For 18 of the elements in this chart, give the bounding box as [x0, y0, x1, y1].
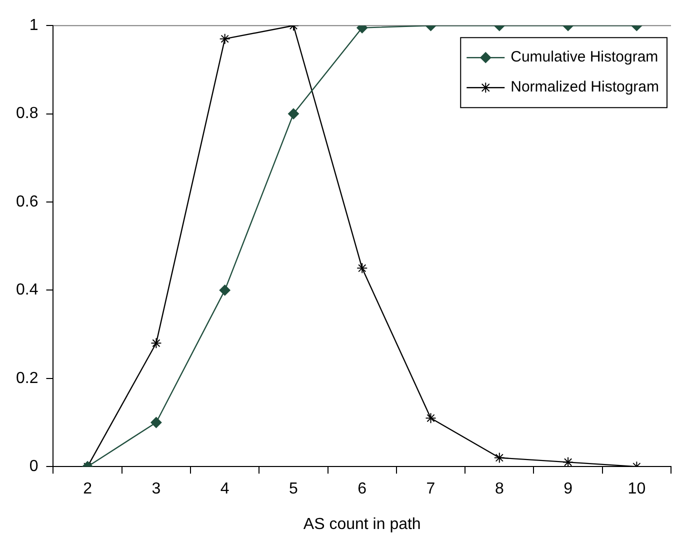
x-axis-title: AS count in path	[303, 516, 421, 533]
x-tick-label: 8	[494, 480, 504, 498]
x-tick-label: 2	[83, 480, 92, 498]
legend-label: Cumulative Histogram	[510, 48, 658, 66]
y-tick-label: 1	[29, 17, 38, 34]
x-tick-label: 9	[564, 480, 573, 498]
x-tick-label: 3	[152, 480, 161, 498]
y-tick-label: 0.8	[16, 105, 38, 122]
y-tick-label: 0.4	[16, 282, 38, 299]
x-tick-label: 4	[220, 480, 230, 498]
y-tick-label: 0.6	[16, 193, 38, 210]
legend-label: Normalized Histogram	[510, 78, 659, 96]
x-tick-label: 7	[426, 480, 436, 498]
x-tick-label: 10	[628, 480, 646, 498]
x-tick-label: 5	[289, 480, 298, 498]
x-tick-label: 6	[358, 480, 367, 498]
y-tick-label: 0.2	[16, 370, 38, 387]
y-tick-label: 0	[29, 458, 38, 476]
